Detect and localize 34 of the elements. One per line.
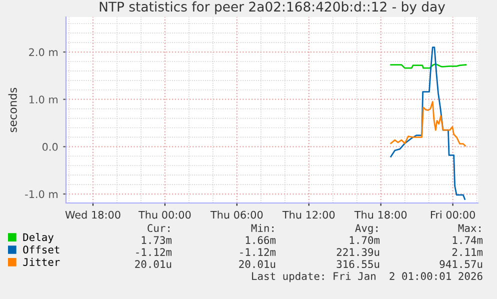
y-tick-label: 2.0 m: [29, 48, 58, 56]
text: 941.57u: [440, 260, 482, 268]
y-tick-label: -1.0 m: [25, 190, 58, 198]
text: Min:: [251, 224, 274, 232]
text: -1.12m: [136, 248, 172, 256]
text: 2.11m: [452, 248, 483, 256]
text: Cur:: [148, 224, 170, 232]
text: 20.01u: [239, 260, 276, 268]
x-tick-label: Thu 00:00: [138, 210, 191, 219]
text: 316.55u: [336, 260, 380, 268]
x-tick-label: Thu 06:00: [210, 210, 263, 219]
legend-label: Offset: [23, 245, 60, 254]
line-series: [390, 101, 466, 146]
legend-label: Delay: [23, 233, 54, 244]
line-series: [390, 46, 466, 200]
y-tick-label: 1.0 m: [29, 96, 58, 104]
text: Avg:: [355, 224, 378, 234]
text: 20.01u: [135, 260, 172, 268]
x-tick-label: Fri 00:00: [430, 210, 475, 219]
text: 1.74m: [452, 236, 483, 244]
text: -1.12m: [240, 248, 276, 256]
text: Last update: Fri Jan 2 01:00:01 2026: [252, 272, 482, 282]
chart-title: NTP statistics for peer 2a02:168:420b:d::12 - by day: [100, 1, 446, 14]
x-tick-label: Wed 18:00: [65, 210, 120, 219]
y-axis-title: seconds: [8, 88, 17, 132]
text: 1.73m: [142, 236, 172, 244]
text: 221.39u: [336, 248, 380, 256]
text: 1.66m: [246, 236, 276, 244]
y-tick-label: 0.0: [42, 142, 58, 151]
text: 1.70m: [350, 236, 380, 244]
x-tick-label: Thu 12:00: [282, 210, 335, 219]
x-tick-label: Thu 18:00: [354, 210, 407, 219]
text: Max:: [458, 224, 480, 232]
legend-label: Jitter: [23, 258, 60, 266]
